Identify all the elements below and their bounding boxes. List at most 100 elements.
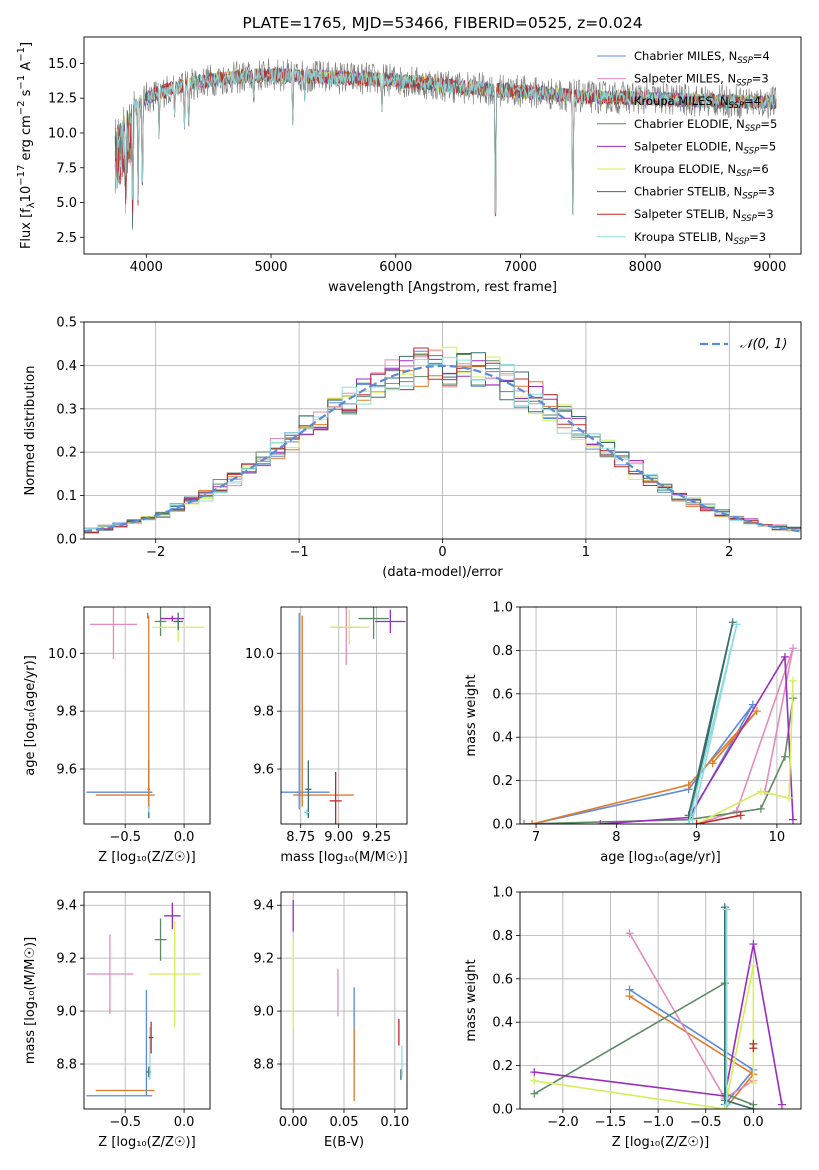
x-tick-label: 8.75 bbox=[286, 830, 315, 845]
series-marker bbox=[788, 644, 797, 653]
x-tick-label: 0.0 bbox=[174, 830, 195, 845]
y-tick-label: 9.6 bbox=[253, 763, 274, 778]
legend-sub: SSP bbox=[734, 237, 750, 247]
legend-text: Salpeter STELIB, N bbox=[634, 207, 741, 221]
x-tick-label: −0.5 bbox=[690, 1115, 722, 1130]
y-tick-label: 10.0 bbox=[48, 647, 77, 662]
x-tick-label: −1.0 bbox=[642, 1115, 674, 1130]
y-axis-label: mass [log₁₀(M/M☉)] bbox=[23, 937, 38, 1064]
series-line-kroupa_miles bbox=[531, 710, 758, 824]
y-tick-label: 1.0 bbox=[492, 601, 513, 616]
series-line-chabrier_miles bbox=[629, 988, 755, 1106]
legend-val: =5 bbox=[759, 139, 776, 153]
legend-val: =6 bbox=[752, 162, 769, 176]
legend-text: Salpeter MILES, N bbox=[634, 72, 736, 86]
legend-label: Salpeter MILES, NSSP=3 bbox=[634, 72, 769, 89]
y-tick-label: 0.6 bbox=[492, 687, 513, 702]
panel-spectrum: 4000 5000 6000 7000 8000 9000 2.5 5.0 7.5 10.0 12.… bbox=[16, 36, 802, 295]
y-axis-label-part: ] bbox=[19, 42, 34, 47]
series-line-salpeter_miles bbox=[628, 932, 754, 1100]
series-marker bbox=[732, 806, 741, 815]
y-tick-label: 9.2 bbox=[253, 952, 274, 967]
legend-val: =3 bbox=[752, 72, 769, 86]
series-marker bbox=[749, 1105, 758, 1109]
axes-frame bbox=[83, 36, 802, 255]
legend-val: =3 bbox=[758, 185, 775, 199]
errorbar-point bbox=[148, 921, 201, 1027]
errorbar-point bbox=[154, 607, 167, 636]
series-line-salpeter_elodie bbox=[534, 943, 783, 1105]
series-line-salpeter_miles bbox=[696, 647, 794, 824]
series-marker bbox=[720, 903, 729, 912]
legend-sub: SSP bbox=[745, 124, 761, 134]
errorbar-point bbox=[375, 609, 406, 634]
errorbar-point bbox=[164, 902, 181, 930]
y-tick-label: 15.0 bbox=[48, 57, 77, 72]
y-tick-label: 7.5 bbox=[56, 161, 77, 176]
y-tick-label: 10.0 bbox=[48, 126, 77, 141]
y-axis-label: Normed distribution bbox=[23, 366, 38, 496]
legend-val: =3 bbox=[749, 230, 766, 244]
series-marker bbox=[530, 1076, 539, 1085]
y-axis-label-part: −2 bbox=[16, 100, 27, 115]
errorbar-point bbox=[305, 760, 312, 819]
y-tick-label: 8.8 bbox=[56, 1058, 77, 1073]
legend-sub: SSP bbox=[736, 79, 752, 89]
series-marker bbox=[720, 1105, 729, 1109]
series-marker bbox=[530, 1068, 539, 1077]
y-tick-label: 0.0 bbox=[56, 533, 77, 548]
y-tick-label: 0.3 bbox=[56, 402, 77, 417]
series-marker bbox=[708, 759, 717, 768]
series-marker bbox=[625, 929, 634, 938]
y-tick-label: 9.0 bbox=[56, 1005, 77, 1020]
x-tick-label: −0.5 bbox=[109, 1115, 141, 1130]
y-tick-label: 9.4 bbox=[253, 899, 274, 914]
plot-area bbox=[281, 607, 406, 824]
series-marker bbox=[780, 752, 789, 761]
y-tick-label: 0.4 bbox=[492, 1016, 513, 1031]
x-tick-label: 0.05 bbox=[330, 1115, 359, 1130]
y-tick-label: 0.4 bbox=[492, 731, 513, 746]
x-axis-label: age [log₁₀(age/yr)] bbox=[600, 850, 721, 865]
legend-val: =3 bbox=[757, 207, 774, 221]
series-marker bbox=[530, 1089, 539, 1098]
legend-sub: SSP bbox=[729, 101, 745, 111]
legend-val: =5 bbox=[760, 117, 777, 131]
legend-text: Chabrier STELIB, N bbox=[634, 185, 742, 199]
errorbar-point bbox=[329, 609, 370, 645]
axes-frame bbox=[519, 891, 802, 1110]
y-axis-label: Flux [fλ10−17 erg cm−2 s−1 A−1] bbox=[16, 42, 37, 249]
panel-mass-weight-vs-age: 7 8 9 10 0.0 0.2 0.4 0.6 0.8 1.0 age [log₁₀(age/yr… bbox=[464, 601, 802, 865]
legend-label: Salpeter STELIB, NSSP=3 bbox=[634, 207, 774, 224]
plot-area bbox=[530, 903, 786, 1109]
series-marker bbox=[728, 618, 737, 627]
series-line-kroupa_elodie bbox=[696, 680, 794, 824]
series-marker bbox=[788, 676, 797, 685]
x-tick-label: 9.00 bbox=[324, 830, 353, 845]
y-axis-label-part: Flux [f bbox=[19, 208, 34, 249]
legend-label: Kroupa ELODIE, NSSP=6 bbox=[634, 162, 769, 179]
series-marker bbox=[749, 940, 758, 949]
histogram-kroupa_stelib bbox=[84, 357, 801, 535]
chart-title: PLATE=1765, MJD=53466, FIBERID=0525, z=0… bbox=[242, 14, 642, 32]
y-axis-label: mass weight bbox=[464, 674, 479, 756]
series-marker bbox=[752, 707, 761, 716]
model-spectrum-kroupa_stelib bbox=[114, 67, 777, 216]
legend-text: Kroupa MILES, N bbox=[634, 94, 729, 108]
legend-label: Chabrier STELIB, NSSP=3 bbox=[634, 185, 775, 202]
series-marker bbox=[749, 1078, 758, 1087]
y-axis-label-part: −1 bbox=[16, 47, 27, 62]
series-marker bbox=[780, 652, 789, 661]
errorbar-point bbox=[358, 607, 389, 639]
legend-label: 𝒩(0, 1) bbox=[740, 337, 787, 352]
x-tick-label: 6000 bbox=[379, 260, 412, 275]
x-tick-label: −2 bbox=[146, 545, 165, 560]
legend-label: Salpeter ELODIE, NSSP=5 bbox=[634, 139, 776, 156]
series-marker bbox=[756, 787, 765, 796]
x-tick-label: 0.0 bbox=[743, 1115, 764, 1130]
legend-label: Chabrier MILES, NSSP=4 bbox=[634, 49, 770, 66]
series-line-chabrier_miles bbox=[531, 704, 754, 824]
y-tick-label: 1.0 bbox=[492, 886, 513, 901]
series-marker bbox=[684, 780, 693, 789]
legend-val: =4 bbox=[753, 49, 770, 63]
